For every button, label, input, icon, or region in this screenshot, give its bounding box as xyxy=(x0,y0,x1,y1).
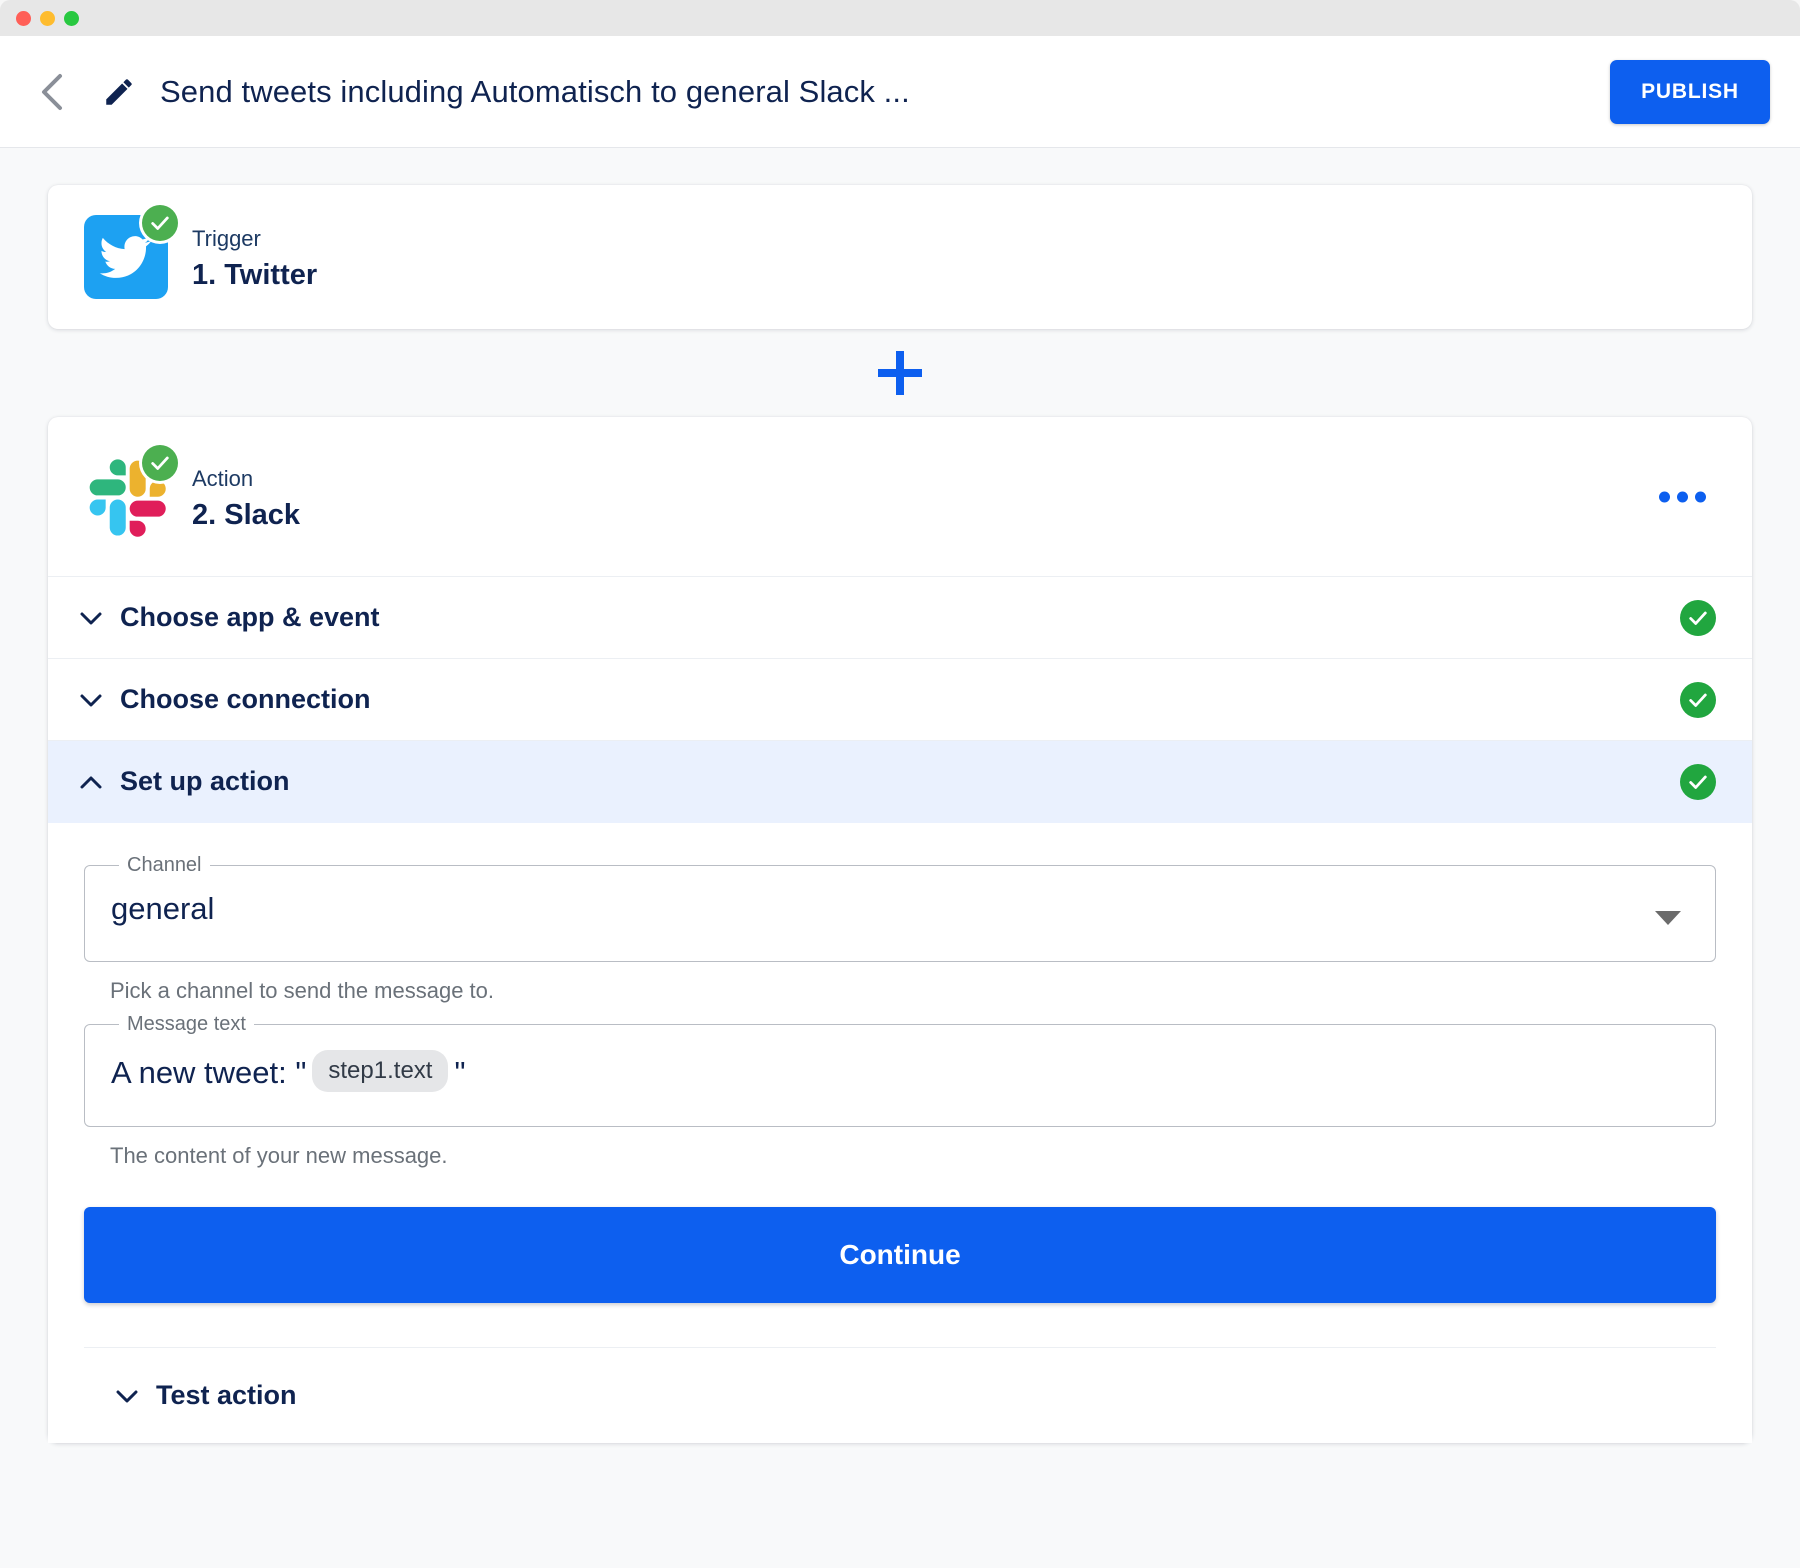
app-header: Send tweets including Automatisch to gen… xyxy=(0,36,1800,148)
continue-button[interactable]: Continue xyxy=(84,1207,1716,1303)
chevron-up-icon xyxy=(78,769,104,795)
message-suffix: " xyxy=(454,1055,466,1090)
slack-hash-icon xyxy=(89,458,166,537)
action-more-options-button[interactable] xyxy=(1649,481,1716,512)
more-horizontal-icon xyxy=(1677,491,1688,502)
check-icon xyxy=(151,456,169,470)
message-text-input[interactable]: Message text A new tweet: " step1.text " xyxy=(84,1014,1716,1127)
twitter-bird-icon xyxy=(99,236,152,278)
trigger-step-meta: Trigger 1. Twitter xyxy=(192,222,317,292)
chevron-down-icon xyxy=(78,687,104,713)
message-prefix: A new tweet: " xyxy=(111,1055,307,1090)
accordion-status-icon xyxy=(1680,681,1716,718)
accordion-choose-app-event[interactable]: Choose app & event xyxy=(48,577,1752,659)
chevron-down-icon xyxy=(78,605,104,631)
channel-helper-text: Pick a channel to send the message to. xyxy=(110,978,495,1003)
chevron-left-icon xyxy=(42,73,62,110)
minimize-window-button[interactable] xyxy=(40,10,55,26)
page-title: Send tweets including Automatisch to gen… xyxy=(160,73,910,109)
trigger-status-badge xyxy=(142,205,178,241)
message-text-label: Message text xyxy=(127,1013,246,1035)
channel-value: general xyxy=(111,891,215,926)
workflow-canvas: Trigger 1. Twitter xyxy=(0,148,1800,1568)
close-window-button[interactable] xyxy=(16,10,31,26)
channel-field: Channel general Pick a channel to send t… xyxy=(84,855,1716,1004)
chevron-down-icon xyxy=(114,1383,140,1409)
action-step-kind: Action xyxy=(192,465,254,491)
caret-down-icon[interactable] xyxy=(1655,911,1681,925)
set-up-action-panel: Channel general Pick a channel to send t… xyxy=(48,823,1752,1443)
check-icon xyxy=(151,216,169,230)
message-helper-text: The content of your new message. xyxy=(110,1143,448,1168)
slack-icon xyxy=(84,455,168,539)
accordion-label: Set up action xyxy=(120,766,290,796)
check-icon xyxy=(1689,611,1707,625)
accordion-set-up-action[interactable]: Set up action xyxy=(48,741,1752,823)
check-icon xyxy=(1689,693,1707,707)
accordion-status-icon xyxy=(1680,763,1716,800)
back-button[interactable] xyxy=(30,69,76,115)
message-text-value: A new tweet: " step1.text " xyxy=(107,1034,1693,1126)
action-app-icon-wrap xyxy=(84,444,178,539)
window-titlebar xyxy=(0,0,1800,36)
action-step-name: 2. Slack xyxy=(192,498,301,531)
trigger-step-name: 1. Twitter xyxy=(192,259,318,291)
add-step-button[interactable] xyxy=(878,351,922,395)
trigger-step-kind: Trigger xyxy=(192,226,261,251)
pencil-icon xyxy=(106,78,132,105)
test-action-label: Test action xyxy=(156,1380,297,1410)
publish-button[interactable]: PUBLISH xyxy=(1610,59,1770,124)
accordion-status-icon xyxy=(1680,599,1716,636)
check-icon xyxy=(1689,775,1707,789)
trigger-step-card[interactable]: Trigger 1. Twitter xyxy=(48,185,1752,329)
edit-title-button[interactable] xyxy=(96,69,142,115)
accordion-choose-connection[interactable]: Choose connection xyxy=(48,659,1752,741)
accordion-label: Choose app & event xyxy=(120,602,380,632)
more-horizontal-icon xyxy=(1659,491,1670,502)
action-step-card: Action 2. Slack Choose app & event xyxy=(48,417,1752,1443)
variable-chip[interactable]: step1.text xyxy=(312,1050,449,1092)
accordion-label: Choose connection xyxy=(120,684,371,714)
more-horizontal-icon xyxy=(1695,491,1706,502)
channel-label: Channel xyxy=(127,854,202,876)
step-connector xyxy=(48,329,1752,417)
accordion-test-action[interactable]: Test action xyxy=(84,1347,1716,1443)
action-step-header[interactable]: Action 2. Slack xyxy=(48,417,1752,577)
action-status-badge xyxy=(142,444,178,481)
message-text-field: Message text A new tweet: " step1.text " T… xyxy=(84,1014,1716,1169)
trigger-app-icon-wrap xyxy=(84,205,178,299)
zoom-window-button[interactable] xyxy=(64,10,79,26)
action-step-meta: Action 2. Slack xyxy=(192,462,300,532)
channel-select[interactable]: Channel general xyxy=(84,855,1716,962)
